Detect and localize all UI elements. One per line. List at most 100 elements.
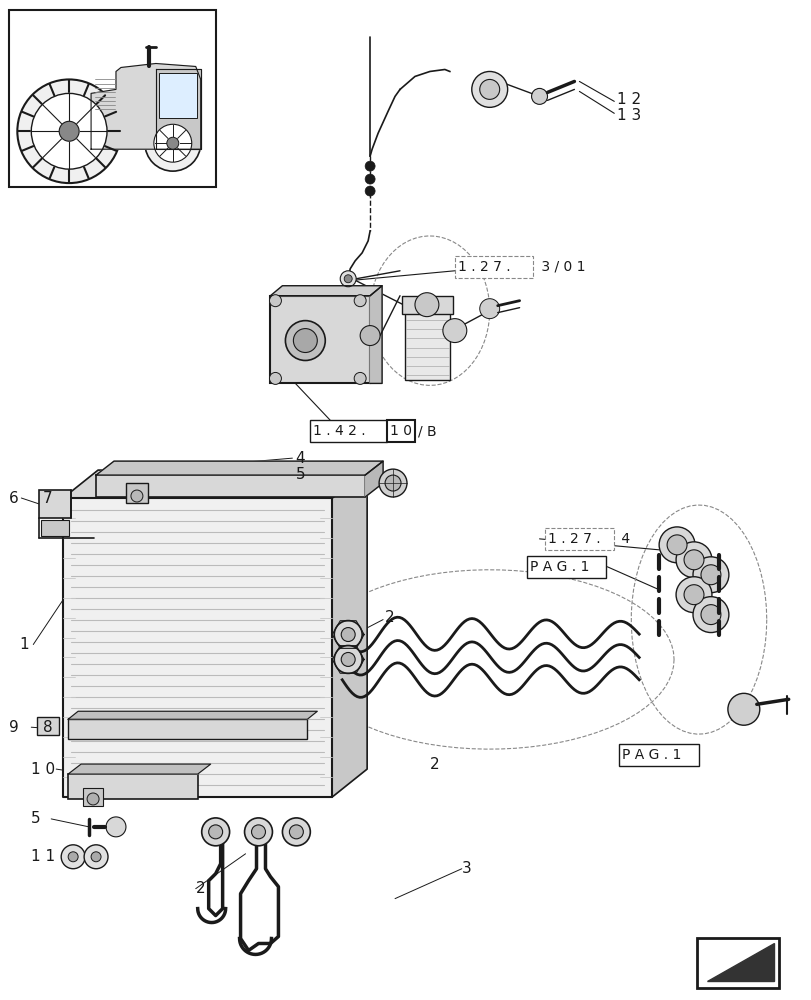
- Circle shape: [91, 852, 101, 862]
- Text: 6: 6: [10, 491, 19, 506]
- Circle shape: [341, 652, 354, 666]
- Circle shape: [676, 542, 711, 578]
- Circle shape: [251, 825, 265, 839]
- Bar: [96, 475, 365, 497]
- Circle shape: [68, 852, 78, 862]
- Circle shape: [414, 293, 439, 317]
- Text: 1 . 2 7 .: 1 . 2 7 .: [457, 260, 510, 274]
- Text: 1 . 2 7 .: 1 . 2 7 .: [547, 532, 599, 546]
- Circle shape: [471, 71, 507, 107]
- Circle shape: [360, 326, 380, 346]
- Circle shape: [365, 186, 375, 196]
- Circle shape: [59, 121, 79, 141]
- Circle shape: [692, 557, 728, 593]
- Bar: [454, 256, 532, 278]
- Circle shape: [384, 475, 401, 491]
- Circle shape: [334, 621, 362, 648]
- Circle shape: [131, 490, 143, 502]
- Bar: [401, 296, 453, 314]
- Polygon shape: [365, 461, 383, 497]
- Circle shape: [692, 597, 728, 633]
- Circle shape: [379, 469, 406, 497]
- Text: / B: / B: [418, 424, 436, 438]
- Bar: [526, 556, 606, 578]
- Bar: [41, 520, 69, 536]
- Circle shape: [365, 174, 375, 184]
- Text: P A G . 1: P A G . 1: [621, 748, 680, 762]
- Bar: [405, 306, 449, 380]
- Circle shape: [676, 577, 711, 613]
- Bar: [159, 73, 196, 118]
- Bar: [696, 938, 778, 988]
- Text: 1 1: 1 1: [32, 849, 55, 864]
- Polygon shape: [63, 470, 367, 498]
- Circle shape: [201, 818, 230, 846]
- Circle shape: [84, 845, 108, 869]
- Circle shape: [144, 115, 200, 171]
- Circle shape: [354, 372, 366, 384]
- Text: 4: 4: [295, 451, 305, 466]
- Circle shape: [479, 79, 499, 99]
- Circle shape: [285, 321, 325, 360]
- Text: 5: 5: [32, 811, 41, 826]
- Text: 2: 2: [384, 610, 394, 625]
- Text: 1: 1: [19, 637, 29, 652]
- Polygon shape: [68, 711, 317, 719]
- Text: 1 0: 1 0: [389, 424, 411, 438]
- Circle shape: [365, 161, 375, 171]
- Circle shape: [269, 295, 281, 307]
- Circle shape: [659, 527, 694, 563]
- Bar: [83, 788, 103, 806]
- Circle shape: [166, 137, 178, 149]
- Bar: [387, 420, 414, 442]
- Circle shape: [442, 319, 466, 343]
- Bar: [270, 296, 370, 383]
- Bar: [126, 483, 148, 503]
- Circle shape: [153, 124, 191, 162]
- Bar: [310, 420, 387, 442]
- Circle shape: [293, 329, 317, 353]
- Bar: [544, 528, 614, 550]
- Circle shape: [269, 372, 281, 384]
- Polygon shape: [370, 286, 382, 383]
- Circle shape: [683, 585, 703, 605]
- Text: 1 0: 1 0: [32, 762, 55, 777]
- Circle shape: [289, 825, 303, 839]
- Polygon shape: [96, 461, 383, 475]
- Text: 4: 4: [616, 532, 629, 546]
- Text: 1 3: 1 3: [616, 108, 641, 123]
- Circle shape: [106, 817, 126, 837]
- Circle shape: [244, 818, 272, 846]
- Circle shape: [208, 825, 222, 839]
- Text: 3 / 0 1: 3 / 0 1: [536, 260, 585, 274]
- Circle shape: [344, 275, 352, 283]
- Circle shape: [61, 845, 85, 869]
- Circle shape: [17, 79, 121, 183]
- Circle shape: [667, 535, 686, 555]
- Circle shape: [334, 646, 362, 673]
- Polygon shape: [91, 63, 200, 149]
- Polygon shape: [68, 764, 210, 774]
- Polygon shape: [63, 498, 332, 797]
- Circle shape: [479, 299, 499, 319]
- Circle shape: [87, 793, 99, 805]
- Text: 8: 8: [43, 720, 53, 735]
- Text: 5: 5: [295, 467, 305, 482]
- Circle shape: [700, 605, 720, 625]
- Bar: [619, 744, 698, 766]
- Bar: [68, 774, 197, 799]
- Circle shape: [354, 295, 366, 307]
- Polygon shape: [706, 943, 773, 981]
- Polygon shape: [332, 470, 367, 797]
- Polygon shape: [156, 69, 200, 149]
- Bar: [68, 719, 307, 739]
- Circle shape: [32, 93, 107, 169]
- Text: 1 . 4 2 .: 1 . 4 2 .: [313, 424, 366, 438]
- Bar: [10, 10, 216, 187]
- Circle shape: [340, 271, 356, 287]
- Text: 9: 9: [10, 720, 19, 735]
- Circle shape: [341, 628, 354, 642]
- Text: 1 2: 1 2: [616, 92, 641, 107]
- Text: 2: 2: [429, 757, 439, 772]
- Bar: [39, 490, 71, 518]
